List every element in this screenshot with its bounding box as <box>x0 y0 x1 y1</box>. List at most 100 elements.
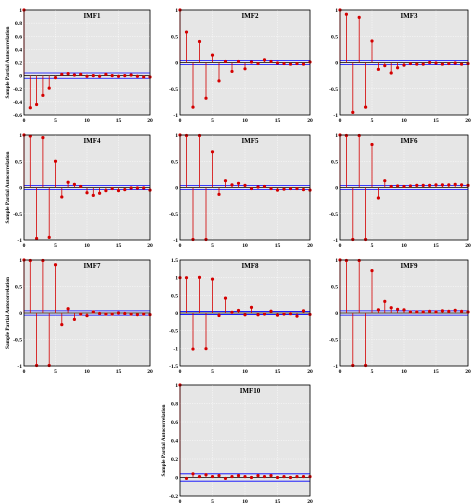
stem-marker <box>53 75 58 80</box>
stem-marker <box>236 308 241 313</box>
stem-marker <box>41 258 45 263</box>
x-tick-label: 0 <box>339 243 342 249</box>
x-tick-label: 0 <box>23 369 26 375</box>
y-tick-label: -1 <box>17 364 22 370</box>
stem-marker <box>223 179 228 183</box>
stem-marker <box>123 74 127 78</box>
y-tick-label: 0.6 <box>171 420 178 426</box>
stem-marker <box>396 66 400 70</box>
stem-marker <box>364 237 368 242</box>
y-tick-label: 1 <box>175 8 178 14</box>
y-tick-label: -0.6 <box>13 113 22 119</box>
stem-marker <box>434 310 438 314</box>
stem-marker <box>98 191 102 195</box>
stem-marker <box>357 258 361 263</box>
y-tick-label: 1 <box>19 258 22 264</box>
stem-marker <box>142 186 146 190</box>
stem-marker <box>66 307 70 311</box>
plot-frame <box>179 134 311 241</box>
stem-marker <box>197 39 202 44</box>
stem-marker <box>66 180 70 184</box>
stem-marker <box>184 30 189 34</box>
stem-marker <box>104 312 108 316</box>
stem-marker <box>460 62 464 66</box>
y-tick-label: 0.4 <box>15 47 22 53</box>
stem-marker <box>142 312 146 316</box>
x-tick-label: 5 <box>54 243 57 249</box>
stem-marker <box>217 79 221 83</box>
x-tick-label: 15 <box>433 369 439 375</box>
stem-marker <box>210 150 215 154</box>
stem-marker <box>383 179 387 183</box>
stem-marker <box>295 61 299 66</box>
stem-marker <box>217 474 221 478</box>
y-tick-label: -0.5 <box>13 338 22 344</box>
stem-marker <box>110 312 114 316</box>
y-tick-label: 0 <box>175 61 178 67</box>
stem-marker <box>129 73 133 77</box>
stem-marker <box>453 308 457 312</box>
stem-marker <box>275 61 280 65</box>
stem-marker <box>85 191 89 195</box>
stem-marker <box>116 311 121 315</box>
x-tick-label: 0 <box>179 118 182 124</box>
stem-marker <box>421 62 425 66</box>
stem-marker <box>357 133 361 138</box>
stem-marker <box>256 61 260 66</box>
stem-marker <box>282 61 286 66</box>
x-tick-label: 10 <box>401 369 407 375</box>
plot-frame <box>23 9 151 116</box>
x-tick-label: 15 <box>275 118 281 124</box>
stem-marker <box>262 474 267 479</box>
y-tick-label: 1 <box>335 8 338 14</box>
x-tick-label: 20 <box>465 369 471 375</box>
x-tick-label: 15 <box>116 369 122 375</box>
y-tick-label: 0.2 <box>171 457 178 463</box>
stem-marker <box>288 312 293 316</box>
stem-marker <box>275 188 280 192</box>
stem-marker <box>204 237 208 242</box>
stem-marker <box>110 186 114 191</box>
stem-marker <box>129 186 133 190</box>
stem-marker <box>440 309 444 313</box>
stem-marker <box>79 184 83 189</box>
y-tick-label: -1 <box>173 346 178 352</box>
stem-marker <box>295 186 299 191</box>
y-axis-label: Sample Partial Autocorrelation <box>5 26 11 98</box>
stem-marker <box>262 58 267 62</box>
y-tick-label: -1 <box>17 238 22 244</box>
stem-marker <box>197 133 202 138</box>
y-tick-label: 0.5 <box>15 285 22 291</box>
stem-marker <box>85 314 89 318</box>
stem-marker <box>236 474 241 478</box>
stem-marker <box>230 310 234 314</box>
stem-marker <box>351 237 355 242</box>
acf-panel: IMF4 0 5 10 15 20 -1 -0.5 0 0.5 1 Sample Partial Au… <box>5 133 153 249</box>
stem-marker <box>389 184 393 189</box>
y-tick-label: 0 <box>19 186 22 192</box>
y-tick-label: -1 <box>333 113 338 119</box>
stem-marker <box>402 308 406 312</box>
y-tick-label: 0 <box>335 61 338 67</box>
stem-marker <box>98 311 102 316</box>
stem-marker <box>243 313 247 317</box>
y-tick-label: -0.5 <box>329 87 338 93</box>
stem-marker <box>440 183 444 187</box>
stem-marker <box>301 62 306 66</box>
y-tick-label: -0.5 <box>169 87 178 93</box>
y-tick-label: -1 <box>333 364 338 370</box>
plot-frame <box>339 9 469 116</box>
x-tick-label: 0 <box>179 243 182 249</box>
stem-marker <box>129 312 133 316</box>
stem-marker <box>351 110 355 114</box>
x-tick-label: 20 <box>147 243 153 249</box>
y-tick-label: 0 <box>19 74 22 80</box>
y-tick-label: 0 <box>175 186 178 192</box>
stem-marker <box>191 347 195 351</box>
x-tick-label: 15 <box>116 243 122 249</box>
stem-marker <box>184 476 189 481</box>
y-tick-label: -1 <box>173 113 178 119</box>
stem-marker <box>376 196 380 200</box>
x-tick-label: 5 <box>211 369 214 375</box>
